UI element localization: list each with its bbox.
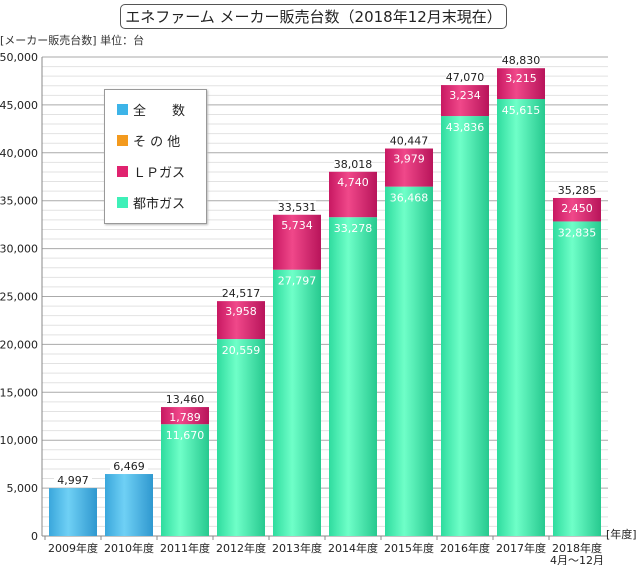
bar-lp-gas	[273, 214, 321, 270]
city-gas-value-label: 32,835	[558, 226, 597, 239]
y-tick-label: 20,000	[0, 338, 38, 351]
city-gas-value-label: 43,836	[446, 121, 485, 134]
total-label-bg	[446, 71, 484, 84]
lp-gas-value-label: 3,234	[449, 89, 481, 102]
y-tick-label: 35,000	[0, 195, 38, 208]
lp-gas-value-label: 4,740	[337, 176, 369, 189]
bar-city-gas	[385, 186, 433, 536]
legend-item: 都市ガス	[117, 188, 206, 217]
y-tick-label: 40,000	[0, 147, 38, 160]
x-tick-label: 2016年度	[440, 541, 490, 555]
bar-city-gas	[161, 424, 209, 536]
total-value-label: 38,018	[334, 158, 373, 171]
bar-city-gas	[329, 217, 377, 536]
bar-lp-gas	[497, 68, 545, 100]
legend-label: そ の 他	[133, 135, 181, 150]
city-gas-value-label: 33,278	[334, 222, 373, 235]
total-label-bg	[110, 460, 148, 473]
total-label-bg	[334, 157, 372, 170]
total-label-bg	[278, 200, 316, 213]
y-axis-label: [メーカー販売台数] 単位：台	[0, 34, 145, 47]
total-value-label: 24,517	[222, 287, 261, 300]
legend-item: ＬＰガス	[117, 157, 206, 186]
bar-lp-gas	[161, 407, 209, 425]
x-tick-label: 2011年度	[160, 541, 210, 555]
total-value-label: 13,460	[166, 393, 205, 406]
x-tick-label: 2015年度	[384, 541, 434, 555]
y-tick-label: 25,000	[0, 291, 38, 304]
chart-title: エネファーム メーカー販売台数（2018年12月末現在）	[120, 4, 507, 29]
x-tick-label: 2018年度	[552, 541, 602, 555]
total-value-label: 6,469	[113, 460, 145, 473]
total-value-label: 35,285	[558, 184, 597, 197]
y-tick-label: 50,000	[0, 51, 38, 64]
lp-gas-value-label: 3,215	[505, 72, 537, 85]
bar-lp-gas	[329, 171, 377, 218]
bar-city-gas	[273, 269, 321, 536]
city-gas-value-label: 27,797	[278, 275, 317, 288]
total-value-label: 47,070	[446, 71, 485, 84]
bar-city-gas	[497, 99, 545, 536]
city-gas-value-label: 45,615	[502, 104, 541, 117]
legend: 全 数そ の 他 ＬＰガス都市ガス	[104, 89, 207, 224]
y-tick-label: 0	[31, 530, 38, 543]
x-tick-label: 2010年度	[104, 541, 154, 555]
x-tick-label: 2014年度	[328, 541, 378, 555]
total-value-label: 33,531	[278, 201, 317, 214]
x-tick-label: 2013年度	[272, 541, 322, 555]
x-axis-label: [年度]	[606, 527, 637, 541]
y-tick-label: 5,000	[7, 482, 39, 495]
legend-label: 都市ガス	[133, 197, 186, 212]
city-gas-value-label: 11,670	[166, 429, 205, 442]
lp-gas-value-label: 2,450	[561, 202, 593, 215]
bar-lp-gas	[441, 85, 489, 117]
legend-label: ＬＰガス	[133, 166, 186, 181]
bar-total	[105, 474, 153, 536]
bar-lp-gas	[217, 301, 265, 340]
legend-swatch	[117, 104, 128, 115]
bar-lp-gas	[553, 197, 601, 222]
lp-gas-value-label: 3,958	[225, 305, 257, 318]
lp-gas-value-label: 3,979	[393, 153, 425, 166]
total-value-label: 4,997	[57, 474, 89, 487]
y-tick-label: 15,000	[0, 386, 38, 399]
bar-city-gas	[217, 339, 265, 536]
y-tick-label: 30,000	[0, 243, 38, 256]
legend-swatch	[117, 166, 128, 177]
total-label-bg	[558, 183, 596, 196]
bar-city-gas	[553, 221, 601, 536]
x-tick-sublabel: 4月～12月	[550, 554, 604, 565]
x-tick-label: 2012年度	[216, 541, 266, 555]
total-label-bg	[502, 54, 540, 67]
legend-item: そ の 他	[117, 126, 206, 155]
legend-swatch	[117, 197, 128, 208]
city-gas-value-label: 36,468	[390, 192, 429, 205]
y-tick-label: 45,000	[0, 99, 38, 112]
legend-label: 全 数	[133, 104, 186, 119]
total-value-label: 48,830	[502, 54, 541, 67]
bar-lp-gas	[385, 148, 433, 187]
legend-swatch	[117, 135, 128, 146]
total-label-bg	[390, 134, 428, 147]
total-label-bg	[166, 393, 204, 406]
lp-gas-value-label: 1,789	[169, 411, 201, 424]
bar-total	[49, 488, 97, 536]
lp-gas-value-label: 5,734	[281, 219, 313, 232]
legend-item: 全 数	[117, 95, 206, 124]
total-value-label: 40,447	[390, 135, 429, 148]
city-gas-value-label: 20,559	[222, 344, 261, 357]
x-tick-label: 2009年度	[48, 541, 98, 555]
total-label-bg	[222, 287, 260, 300]
bar-city-gas	[441, 116, 489, 536]
y-tick-label: 10,000	[0, 434, 38, 447]
total-label-bg	[54, 474, 92, 487]
x-tick-label: 2017年度	[496, 541, 546, 555]
